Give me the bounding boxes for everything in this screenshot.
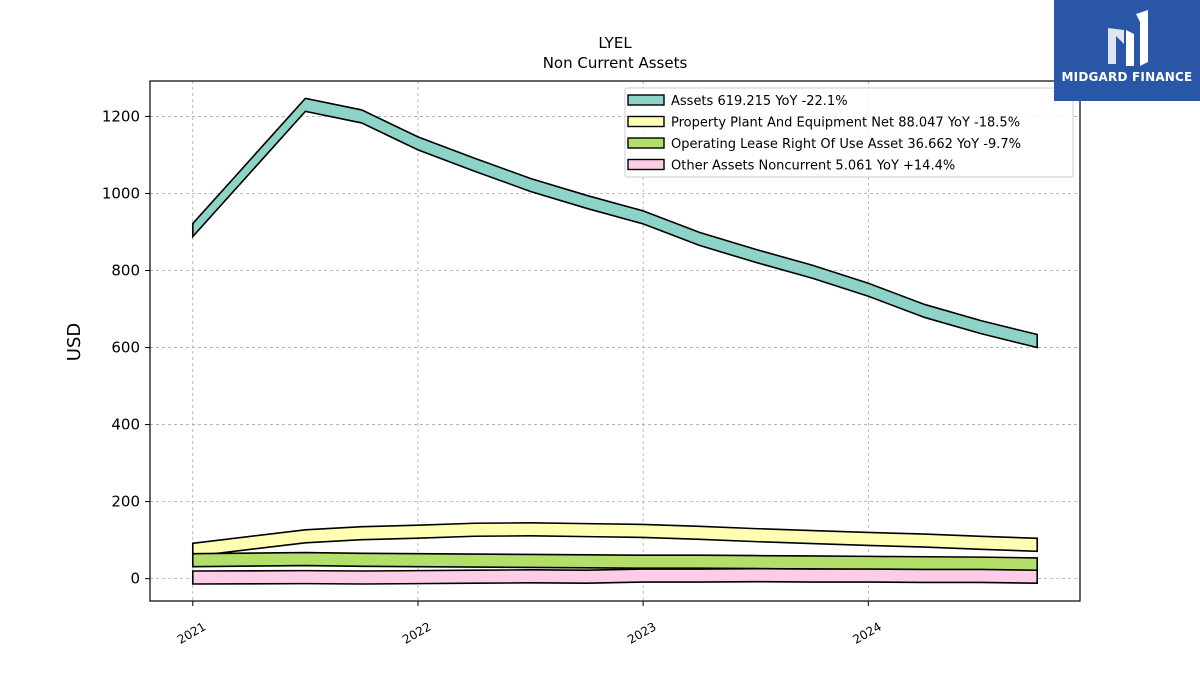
plot-frame — [149, 80, 1081, 602]
brand-logo-text: MIDGARD FINANCE — [1061, 70, 1193, 84]
series-bands — [191, 97, 1039, 585]
midgard-logo-icon — [1108, 10, 1148, 66]
y-tick-label: 800 — [111, 262, 140, 280]
x-tick-label: 2024 — [850, 619, 883, 646]
legend: Assets 619.215 YoY -22.1% Property Plant … — [624, 87, 1074, 178]
y-tick-label: 600 — [111, 339, 140, 357]
chart-title-text: LYEL — [598, 34, 632, 52]
brand-logo: MIDGARD FINANCE — [1054, 0, 1200, 101]
legend-entry-label: Other Assets Noncurrent 5.061 YoY +14.4% — [671, 159, 955, 174]
legend-entry-label: Property Plant And Equipment Net 88.047 … — [671, 116, 1020, 131]
y-tick-label: 1000 — [102, 184, 140, 202]
y-tick-label: 200 — [111, 493, 140, 511]
chart-subtitle-text: Non Current Assets — [543, 54, 688, 72]
y-axis: 0 200 400 600 800 1000 1200 — [102, 107, 150, 588]
y-tick-label: 0 — [130, 570, 140, 588]
legend-swatch — [627, 158, 665, 171]
y-tick-label: 400 — [111, 416, 140, 434]
series-band-0 — [191, 97, 1039, 349]
x-axis: 2021 2022 2023 2024 — [175, 601, 884, 647]
legend-entry-label: Operating Lease Right Of Use Asset 36.66… — [671, 137, 1021, 152]
y-tick-label: 1200 — [102, 107, 140, 125]
series-band-2 — [191, 551, 1039, 572]
legend-swatch — [627, 115, 665, 128]
x-tick-label: 2023 — [625, 619, 658, 646]
legend-swatch — [627, 94, 665, 106]
series-band-1 — [191, 522, 1039, 558]
x-tick-label: 2021 — [175, 619, 208, 646]
legend-swatch — [627, 137, 665, 149]
chart-title: LYEL Non Current Assets — [543, 34, 688, 72]
legend-entry-label: Assets 619.215 YoY -22.1% — [671, 94, 848, 109]
legend-box — [624, 87, 1074, 178]
series-band-3 — [191, 567, 1039, 585]
x-tick-label: 2022 — [400, 619, 433, 646]
y-axis-label: USD — [64, 323, 85, 361]
